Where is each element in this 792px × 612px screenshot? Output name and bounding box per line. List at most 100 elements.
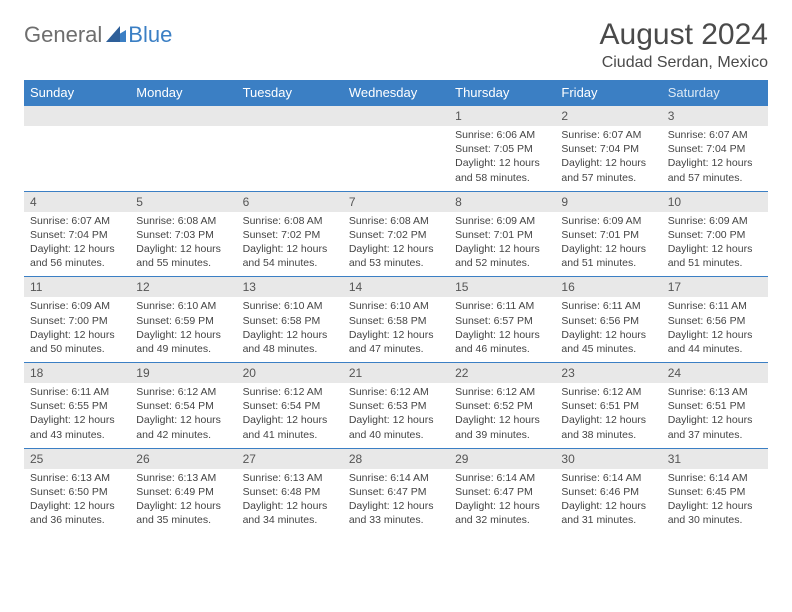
sunset-text: Sunset: 7:01 PM <box>561 228 655 242</box>
sunset-text: Sunset: 6:57 PM <box>455 314 549 328</box>
day-number-cell: 30 <box>555 448 661 469</box>
daylight-text: Daylight: 12 hours and 30 minutes. <box>668 499 762 527</box>
sunset-text: Sunset: 6:58 PM <box>349 314 443 328</box>
day-detail-cell: Sunrise: 6:12 AMSunset: 6:51 PMDaylight:… <box>555 383 661 448</box>
day-number-cell: 2 <box>555 106 661 127</box>
sunrise-text: Sunrise: 6:13 AM <box>30 471 124 485</box>
day-number: 12 <box>136 280 230 294</box>
day-number: 11 <box>30 280 124 294</box>
day-detail-cell: Sunrise: 6:12 AMSunset: 6:52 PMDaylight:… <box>449 383 555 448</box>
daylight-text: Daylight: 12 hours and 34 minutes. <box>243 499 337 527</box>
sunset-text: Sunset: 6:56 PM <box>668 314 762 328</box>
day-number-cell <box>130 106 236 127</box>
sunset-text: Sunset: 6:49 PM <box>136 485 230 499</box>
sunset-text: Sunset: 7:01 PM <box>455 228 549 242</box>
sunrise-text: Sunrise: 6:08 AM <box>243 214 337 228</box>
day-number: 19 <box>136 366 230 380</box>
day-number: 26 <box>136 452 230 466</box>
day-detail-cell: Sunrise: 6:06 AMSunset: 7:05 PMDaylight:… <box>449 126 555 191</box>
day-detail-cell: Sunrise: 6:11 AMSunset: 6:57 PMDaylight:… <box>449 297 555 362</box>
day-number-cell: 23 <box>555 363 661 384</box>
sunset-text: Sunset: 6:58 PM <box>243 314 337 328</box>
daylight-text: Daylight: 12 hours and 58 minutes. <box>455 156 549 184</box>
sunrise-text: Sunrise: 6:11 AM <box>30 385 124 399</box>
sunset-text: Sunset: 7:02 PM <box>349 228 443 242</box>
day-number: 29 <box>455 452 549 466</box>
daylight-text: Daylight: 12 hours and 35 minutes. <box>136 499 230 527</box>
logo-text-blue: Blue <box>128 22 172 48</box>
day-number: 25 <box>30 452 124 466</box>
location: Ciudad Serdan, Mexico <box>600 54 768 72</box>
day-number: 27 <box>243 452 337 466</box>
day-detail-cell: Sunrise: 6:08 AMSunset: 7:03 PMDaylight:… <box>130 212 236 277</box>
daylight-text: Daylight: 12 hours and 56 minutes. <box>30 242 124 270</box>
daylight-text: Daylight: 12 hours and 57 minutes. <box>668 156 762 184</box>
day-number-cell: 8 <box>449 191 555 212</box>
month-title: August 2024 <box>600 18 768 52</box>
day-number-cell: 29 <box>449 448 555 469</box>
daylight-text: Daylight: 12 hours and 55 minutes. <box>136 242 230 270</box>
header: General Blue August 2024 Ciudad Serdan, … <box>24 18 768 72</box>
day-number: 21 <box>349 366 443 380</box>
day-number-cell: 1 <box>449 106 555 127</box>
day-number: 23 <box>561 366 655 380</box>
daylight-text: Daylight: 12 hours and 48 minutes. <box>243 328 337 356</box>
sunset-text: Sunset: 7:04 PM <box>30 228 124 242</box>
daylight-text: Daylight: 12 hours and 44 minutes. <box>668 328 762 356</box>
dow-wednesday: Wednesday <box>343 80 449 106</box>
sunrise-text: Sunrise: 6:09 AM <box>30 299 124 313</box>
sunset-text: Sunset: 6:46 PM <box>561 485 655 499</box>
day-detail-cell: Sunrise: 6:10 AMSunset: 6:58 PMDaylight:… <box>237 297 343 362</box>
day-number-cell: 10 <box>662 191 768 212</box>
sunrise-text: Sunrise: 6:13 AM <box>136 471 230 485</box>
sunset-text: Sunset: 6:56 PM <box>561 314 655 328</box>
dow-monday: Monday <box>130 80 236 106</box>
day-detail-row: Sunrise: 6:11 AMSunset: 6:55 PM Daylight:… <box>24 383 768 448</box>
sunrise-text: Sunrise: 6:09 AM <box>455 214 549 228</box>
day-number-cell: 25 <box>24 448 130 469</box>
sunrise-text: Sunrise: 6:09 AM <box>561 214 655 228</box>
day-number-row: 45678910 <box>24 191 768 212</box>
daylight-text: Daylight: 12 hours and 45 minutes. <box>561 328 655 356</box>
day-number: 16 <box>561 280 655 294</box>
sunset-text: Sunset: 6:47 PM <box>349 485 443 499</box>
day-detail-cell: Sunrise: 6:08 AMSunset: 7:02 PMDaylight:… <box>343 212 449 277</box>
sunrise-text: Sunrise: 6:14 AM <box>349 471 443 485</box>
sunrise-text: Sunrise: 6:11 AM <box>561 299 655 313</box>
day-number: 5 <box>136 195 230 209</box>
sunset-text: Sunset: 6:59 PM <box>136 314 230 328</box>
day-detail-cell: Sunrise: 6:10 AMSunset: 6:59 PMDaylight:… <box>130 297 236 362</box>
daylight-text: Daylight: 12 hours and 39 minutes. <box>455 413 549 441</box>
sunrise-text: Sunrise: 6:07 AM <box>30 214 124 228</box>
day-number-cell: 12 <box>130 277 236 298</box>
day-number-cell: 27 <box>237 448 343 469</box>
day-detail-cell <box>130 126 236 191</box>
daylight-text: Daylight: 12 hours and 31 minutes. <box>561 499 655 527</box>
logo: General Blue <box>24 22 172 48</box>
day-detail-row: Sunrise: 6:06 AMSunset: 7:05 PMDaylight:… <box>24 126 768 191</box>
sunset-text: Sunset: 6:51 PM <box>668 399 762 413</box>
day-number: 8 <box>455 195 549 209</box>
day-number-cell: 28 <box>343 448 449 469</box>
day-detail-cell: Sunrise: 6:12 AMSunset: 6:54 PMDaylight:… <box>130 383 236 448</box>
day-number-row: 25262728293031 <box>24 448 768 469</box>
day-detail-cell: Sunrise: 6:13 AMSunset: 6:50 PMDaylight:… <box>24 469 130 534</box>
sunset-text: Sunset: 6:55 PM <box>30 399 124 413</box>
daylight-text: Daylight: 12 hours and 46 minutes. <box>455 328 549 356</box>
daylight-text: Daylight: 12 hours and 57 minutes. <box>561 156 655 184</box>
daylight-text: Daylight: 12 hours and 50 minutes. <box>30 328 124 356</box>
day-detail-cell: Sunrise: 6:14 AMSunset: 6:47 PMDaylight:… <box>449 469 555 534</box>
daylight-text: Daylight: 12 hours and 38 minutes. <box>561 413 655 441</box>
day-number-cell <box>237 106 343 127</box>
day-number: 7 <box>349 195 443 209</box>
title-block: August 2024 Ciudad Serdan, Mexico <box>600 18 768 72</box>
calendar-table: Sunday Monday Tuesday Wednesday Thursday… <box>24 80 768 533</box>
day-number: 13 <box>243 280 337 294</box>
day-number-cell: 24 <box>662 363 768 384</box>
day-number-cell: 20 <box>237 363 343 384</box>
day-number-cell <box>24 106 130 127</box>
day-detail-cell: Sunrise: 6:08 AMSunset: 7:02 PMDaylight:… <box>237 212 343 277</box>
day-number-cell: 22 <box>449 363 555 384</box>
day-number: 18 <box>30 366 124 380</box>
day-detail-cell: Sunrise: 6:11 AMSunset: 6:55 PMDaylight:… <box>24 383 130 448</box>
